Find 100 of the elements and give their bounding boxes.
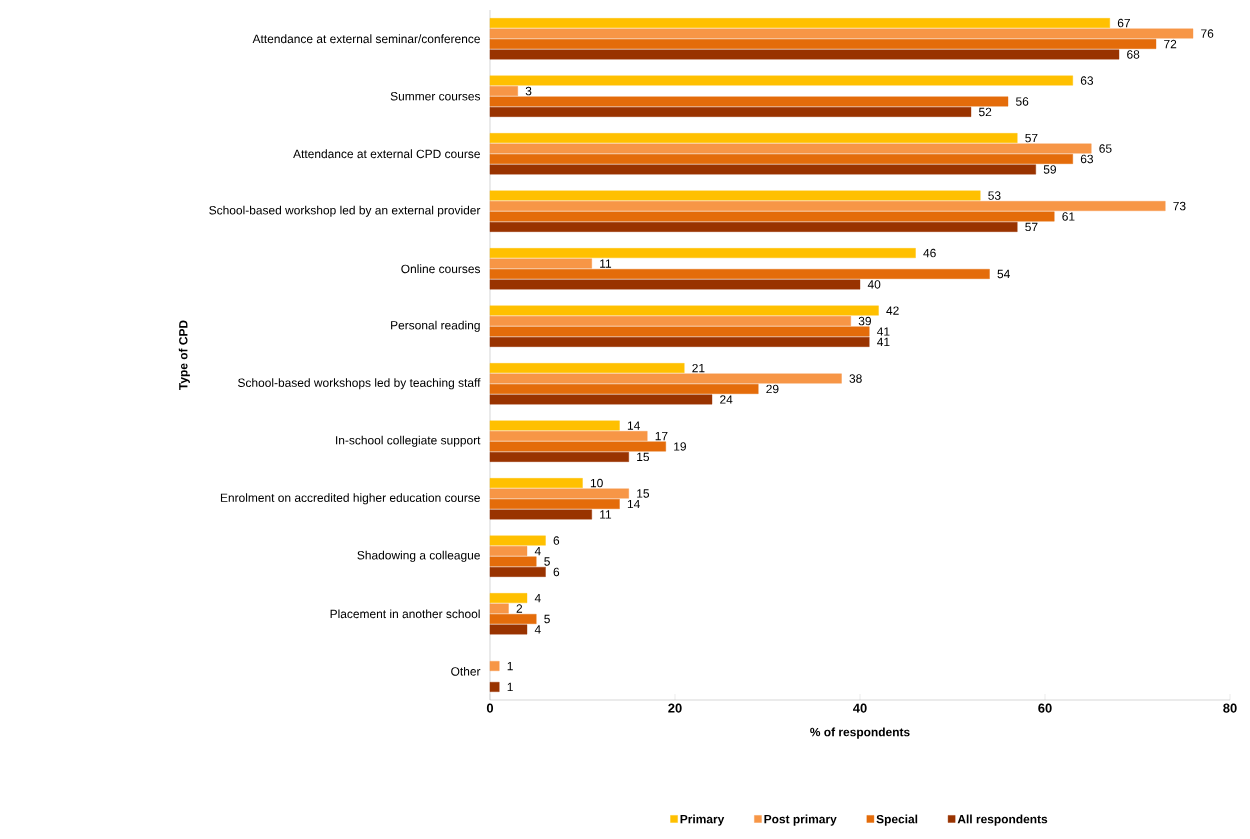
- data-label: 38: [849, 374, 862, 383]
- data-label: 5: [544, 614, 550, 624]
- y-tick-label: Summer courses: [390, 92, 481, 101]
- data-label: 53: [988, 191, 1001, 200]
- y-axis-title: Type of CPD: [178, 320, 190, 390]
- data-label: 40: [867, 280, 881, 289]
- data-label: 72: [1164, 39, 1177, 49]
- bar: [489, 279, 861, 290]
- data-label: 42: [886, 306, 899, 315]
- bar: [489, 201, 1166, 211]
- data-label: 14: [627, 499, 640, 509]
- bar: [489, 682, 500, 692]
- bar: [489, 86, 518, 96]
- data-label: 4: [534, 625, 541, 634]
- bar: [489, 567, 546, 577]
- legend-label: Special: [876, 814, 918, 826]
- y-tick-label: Other: [451, 666, 481, 676]
- y-tick-label: Personal reading: [391, 320, 480, 332]
- data-label: 63: [1080, 76, 1094, 85]
- data-label: 63: [1080, 154, 1094, 164]
- data-label: 24: [720, 395, 733, 404]
- bar: [489, 143, 1092, 154]
- bar: [489, 661, 500, 671]
- bar: [489, 546, 528, 556]
- x-tick-label: 0: [486, 703, 494, 713]
- y-tick-label: Placement in another school: [330, 609, 480, 619]
- data-label: 52: [978, 107, 992, 117]
- legend-label: Primary: [680, 814, 725, 826]
- y-tick-label: Shadowing a colleague: [357, 550, 480, 562]
- data-label: 6: [553, 567, 560, 577]
- bar: [489, 431, 648, 441]
- bar: [489, 384, 759, 394]
- data-label: 57: [1025, 133, 1038, 143]
- bar: [489, 269, 990, 279]
- data-label: 68: [1127, 50, 1140, 59]
- y-tick-label: School-based workshop led by an external provider: [209, 205, 481, 217]
- data-label: 39: [858, 316, 871, 326]
- data-label: 41: [877, 337, 890, 347]
- bar: [489, 49, 1120, 60]
- bar: [489, 75, 1073, 86]
- data-label: 6: [553, 536, 560, 545]
- data-label: 56: [1015, 97, 1029, 106]
- bar: [489, 18, 1110, 28]
- x-axis-title: % of respondents: [810, 727, 910, 739]
- bar: [489, 305, 879, 316]
- bar: [489, 133, 1018, 143]
- y-tick-label: School-based workshops led by teaching staff: [238, 378, 481, 390]
- data-label: 3: [525, 86, 532, 96]
- data-label: 67: [1117, 18, 1130, 28]
- data-label: 73: [1173, 201, 1186, 211]
- y-tick-label: Attendance at external CPD course: [293, 149, 480, 159]
- bar: [489, 107, 972, 117]
- bar: [489, 363, 685, 373]
- data-label: 46: [923, 248, 936, 258]
- x-tick-label: 80: [1223, 703, 1237, 713]
- bar: [489, 373, 842, 384]
- bar: [489, 211, 1055, 222]
- data-label: 10: [590, 478, 603, 488]
- data-label: 57: [1025, 222, 1038, 232]
- bar: [489, 420, 620, 431]
- bar: [489, 190, 981, 201]
- data-label: 54: [997, 269, 1010, 279]
- data-label: 5: [544, 557, 550, 566]
- bar: [489, 316, 851, 326]
- data-label: 11: [600, 259, 612, 268]
- data-label: 2: [516, 604, 523, 613]
- x-tick-label: 40: [853, 703, 867, 713]
- y-tick-label: Attendance at external seminar/conference: [252, 34, 480, 44]
- bar: [489, 499, 620, 509]
- data-label: 59: [1043, 165, 1056, 174]
- bar: [489, 337, 870, 347]
- bar: [489, 624, 528, 635]
- bar: [489, 452, 629, 462]
- bar: [489, 326, 870, 337]
- bar: [489, 556, 537, 567]
- bar: [489, 441, 666, 452]
- x-tick-label: 20: [668, 703, 682, 713]
- legend-label: Post primary: [764, 814, 837, 826]
- data-label: 41: [877, 327, 890, 336]
- data-label: 15: [637, 489, 650, 498]
- bar: [489, 593, 528, 603]
- bar: [489, 478, 583, 488]
- bar: [489, 258, 592, 269]
- y-tick-label: Enrolment on accredited higher education course: [220, 493, 480, 505]
- data-label: 15: [637, 452, 650, 462]
- data-label: 29: [766, 384, 779, 394]
- bar: [489, 248, 916, 258]
- data-label: 14: [627, 421, 640, 430]
- data-label: 11: [600, 510, 612, 519]
- bar: [489, 164, 1036, 175]
- data-label: 17: [655, 431, 668, 441]
- bar: [489, 488, 629, 499]
- data-label: 61: [1062, 212, 1075, 221]
- data-label: 1: [507, 661, 513, 671]
- bar: [489, 614, 537, 624]
- bar: [489, 603, 509, 614]
- data-label: 1: [507, 682, 513, 692]
- bar: [489, 509, 592, 520]
- bar: [489, 96, 1009, 107]
- data-label: 4: [534, 593, 541, 603]
